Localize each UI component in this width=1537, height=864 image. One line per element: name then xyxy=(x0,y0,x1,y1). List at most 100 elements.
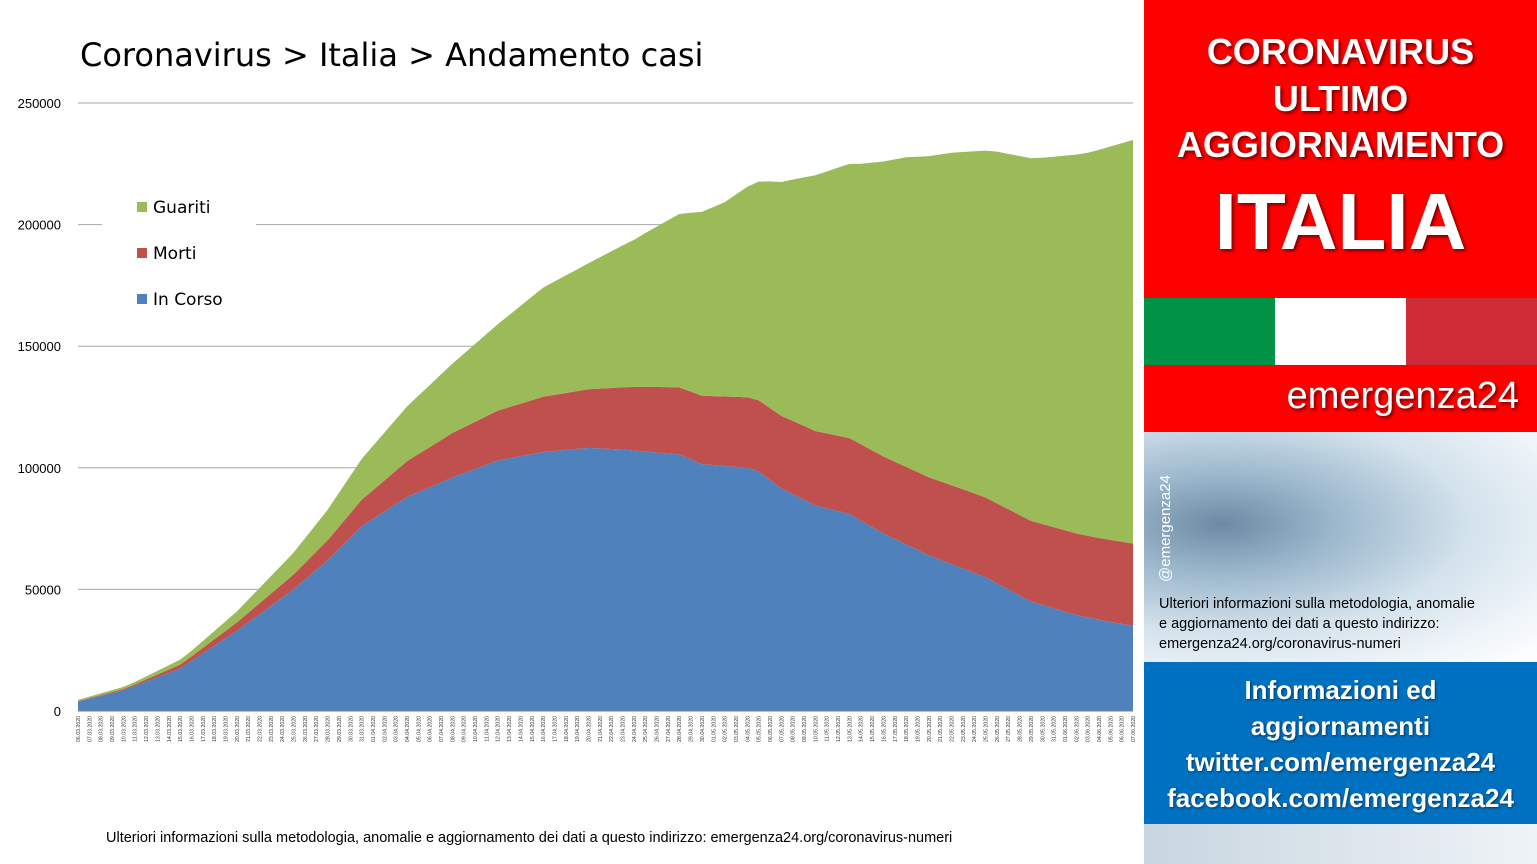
x-tick-label: 10.03.2020 xyxy=(121,716,127,742)
x-tick-label: 24.05.2020 xyxy=(972,716,978,742)
x-tick-label: 12.05.2020 xyxy=(836,716,842,742)
x-tick-label: 10.04.2020 xyxy=(473,716,479,742)
x-tick-label: 10.05.2020 xyxy=(813,716,819,742)
legend-item-morti: Morti xyxy=(137,244,196,264)
x-tick-label: 05.06.2020 xyxy=(1108,716,1114,742)
x-tick-label: 22.04.2020 xyxy=(609,716,615,742)
flag-green-stripe xyxy=(1144,298,1275,365)
x-tick-label: 04.04.2020 xyxy=(405,716,411,742)
x-tick-label: 14.03.2020 xyxy=(167,716,173,742)
facebook-link[interactable]: facebook.com/emergenza24 xyxy=(1167,783,1514,813)
x-tick-label: 15.04.2020 xyxy=(530,716,536,742)
x-tick-label: 17.04.2020 xyxy=(552,716,558,742)
x-tick-label: 17.03.2020 xyxy=(201,716,207,742)
x-tick-label: 29.03.2020 xyxy=(337,716,343,742)
x-tick-label: 25.03.2020 xyxy=(292,716,298,742)
x-tick-label: 28.05.2020 xyxy=(1018,716,1024,742)
x-tick-label: 24.03.2020 xyxy=(280,716,286,742)
sidebar-title-line-1: CORONAVIRUS xyxy=(1206,31,1475,72)
x-tick-label: 19.03.2020 xyxy=(223,716,229,742)
x-tick-label: 29.04.2020 xyxy=(689,716,695,742)
legend-item-guariti: Guariti xyxy=(137,198,210,218)
sidebar-title-line-2: ULTIMO xyxy=(1272,78,1409,119)
x-tick-label: 04.05.2020 xyxy=(745,716,751,742)
x-tick-label: 01.04.2020 xyxy=(371,716,377,742)
sidebar-info-line-3: emergenza24.org/coronavirus-numeri xyxy=(1159,636,1401,652)
x-tick-label: 03.06.2020 xyxy=(1086,716,1092,742)
x-tick-label: 23.03.2020 xyxy=(269,716,275,742)
x-tick-label: 12.03.2020 xyxy=(144,716,150,742)
x-tick-label: 21.04.2020 xyxy=(598,716,604,742)
links-line-1: Informazioni ed xyxy=(1244,675,1437,705)
x-tick-label: 07.04.2020 xyxy=(439,716,445,742)
x-tick-label: 17.05.2020 xyxy=(893,716,899,742)
sidebar-title-line-3: AGGIORNAMENTO xyxy=(1176,124,1505,165)
footer-note: Ulteriori informazioni sulla metodologia… xyxy=(106,830,953,846)
x-tick-label: 26.03.2020 xyxy=(303,716,309,742)
x-tick-label: 19.04.2020 xyxy=(575,716,581,742)
x-tick-label: 13.05.2020 xyxy=(847,716,853,742)
social-handle: @emergenza24 xyxy=(1157,475,1174,582)
x-tick-label: 04.06.2020 xyxy=(1097,716,1103,742)
x-tick-label: 18.04.2020 xyxy=(564,716,570,742)
x-tick-label: 15.05.2020 xyxy=(870,716,876,742)
links-box: Informazioni ed aggiornamenti twitter.co… xyxy=(1144,662,1537,824)
x-tick-label: 07.03.2020 xyxy=(87,716,93,742)
x-tick-label: 27.03.2020 xyxy=(314,716,320,742)
x-tick-label: 05.04.2020 xyxy=(416,716,422,742)
x-tick-label: 16.04.2020 xyxy=(541,716,547,742)
x-tick-label: 11.03.2020 xyxy=(133,716,139,742)
x-tick-label: 25.04.2020 xyxy=(643,716,649,742)
y-tick-label-100000: 100000 xyxy=(18,461,61,476)
legend-label-guariti: Guariti xyxy=(153,198,211,218)
x-tick-label: 09.05.2020 xyxy=(802,716,808,742)
x-tick-label: 18.05.2020 xyxy=(904,716,910,742)
x-tick-label: 18.03.2020 xyxy=(212,716,218,742)
flag-red-stripe xyxy=(1406,298,1537,365)
twitter-link[interactable]: twitter.com/emergenza24 xyxy=(1185,747,1496,777)
x-tick-label: 08.04.2020 xyxy=(450,716,456,742)
x-tick-label: 28.03.2020 xyxy=(326,716,332,742)
x-tick-label: 11.05.2020 xyxy=(825,716,831,742)
x-tick-label: 13.04.2020 xyxy=(507,716,513,742)
x-tick-label: 07.06.2020 xyxy=(1131,716,1137,742)
x-tick-label: 30.04.2020 xyxy=(700,716,706,742)
brand-name: emergenza24 xyxy=(1286,375,1519,417)
legend-swatch-morti xyxy=(137,248,147,258)
x-tick-label: 21.03.2020 xyxy=(246,716,252,742)
x-tick-label: 24.04.2020 xyxy=(632,716,638,742)
sidebar-header: CORONAVIRUS ULTIMO AGGIORNAMENTO ITALIA xyxy=(1144,0,1537,298)
area-guariti xyxy=(78,139,1133,702)
x-tick-label: 28.04.2020 xyxy=(677,716,683,742)
x-tick-label: 15.03.2020 xyxy=(178,716,184,742)
x-tick-label: 03.05.2020 xyxy=(734,716,740,742)
y-tick-label-0: 0 xyxy=(54,704,61,719)
area-in-corso xyxy=(78,447,1133,711)
x-tick-label: 27.05.2020 xyxy=(1006,716,1012,742)
x-tick-label: 11.04.2020 xyxy=(484,716,490,742)
y-tick-label-150000: 150000 xyxy=(18,339,61,354)
chart-title: Coronavirus > Italia > Andamento casi xyxy=(80,36,704,74)
x-tick-label: 16.05.2020 xyxy=(881,716,887,742)
sidebar-info-line-2: e aggiornamento dei dati a questo indiri… xyxy=(1159,616,1440,632)
x-tick-label: 12.04.2020 xyxy=(496,716,502,742)
background-photo xyxy=(1144,432,1537,662)
x-tick-label: 06.03.2020 xyxy=(76,716,82,742)
legend-swatch-in-corso xyxy=(137,294,147,304)
legend-label-in-corso: In Corso xyxy=(153,290,223,310)
flag-white-stripe xyxy=(1275,298,1406,365)
x-tick-label: 27.04.2020 xyxy=(666,716,672,742)
x-tick-label: 31.05.2020 xyxy=(1052,716,1058,742)
legend-item-in-corso: In Corso xyxy=(137,290,223,310)
x-tick-label: 08.05.2020 xyxy=(791,716,797,742)
area-morti xyxy=(78,386,1133,702)
sidebar-info-line-1: Ulteriori informazioni sulla metodologia… xyxy=(1159,596,1475,612)
legend-box xyxy=(102,190,256,330)
x-tick-label: 20.04.2020 xyxy=(586,716,592,742)
x-tick-label: 30.03.2020 xyxy=(348,716,354,742)
x-tick-label: 30.05.2020 xyxy=(1040,716,1046,742)
legend-swatch-guariti xyxy=(137,202,147,212)
x-tick-label: 01.06.2020 xyxy=(1063,716,1069,742)
x-tick-label: 09.04.2020 xyxy=(462,716,468,742)
x-tick-label: 02.06.2020 xyxy=(1074,716,1080,742)
